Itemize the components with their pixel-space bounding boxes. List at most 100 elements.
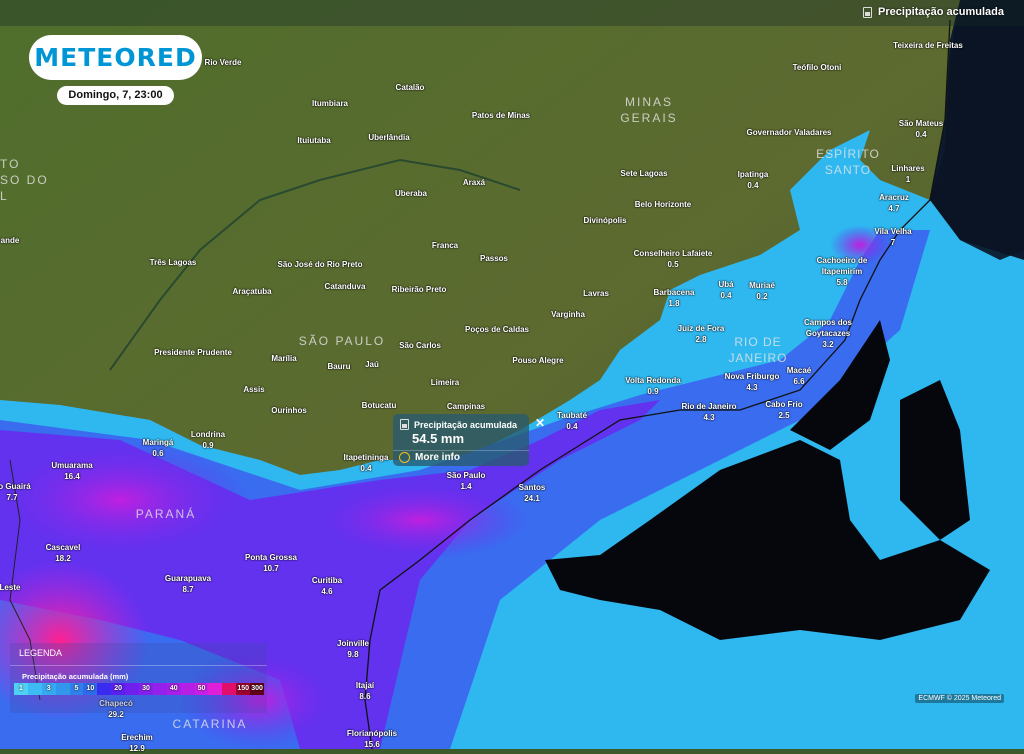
city-marker[interactable]: Limeira	[431, 377, 459, 388]
city-name: Muriaé	[749, 281, 775, 290]
city-name: Limeira	[430, 378, 460, 387]
city-marker[interactable]: Rio de Janeiro 4.3	[681, 401, 736, 423]
city-marker[interactable]: São José do Rio Preto	[278, 259, 363, 270]
city-marker[interactable]: Belo Horizonte	[635, 199, 691, 210]
city-marker[interactable]: Uberaba	[395, 188, 427, 199]
city-marker[interactable]: Erechim 12.9	[121, 732, 153, 754]
city-name: Volta Redonda	[625, 376, 681, 385]
city-marker[interactable]: Campinas	[447, 401, 485, 412]
city-marker[interactable]: Catalão	[396, 82, 425, 93]
city-marker[interactable]: Ponta Grossa 10.7	[245, 552, 297, 574]
city-marker[interactable]: Cascavel 18.2	[46, 542, 81, 564]
city-marker[interactable]: Barbacena 1.8	[654, 287, 695, 309]
city-marker[interactable]: Curitiba 4.6	[312, 575, 342, 597]
city-marker[interactable]: Sete Lagoas	[620, 168, 667, 179]
city-marker[interactable]: Presidente Prudente	[154, 347, 232, 358]
city-marker[interactable]: Nova Friburgo 4.3	[725, 371, 780, 393]
city-marker[interactable]: São Paulo 1.4	[447, 470, 486, 492]
city-name: Patos de Minas	[471, 111, 531, 120]
city-marker[interactable]: Muriaé 0.2	[749, 280, 775, 302]
city-marker[interactable]: Ituiutaba	[297, 135, 330, 146]
city-marker[interactable]: Itumbiara	[312, 98, 348, 109]
info-icon	[399, 452, 410, 463]
city-marker[interactable]: Pouso Alegre	[512, 355, 563, 366]
city-marker[interactable]: Umuarama 16.4	[51, 460, 92, 482]
city-marker[interactable]: Ubá 0.4	[718, 279, 733, 301]
city-marker[interactable]: Volta Redonda 0.9	[625, 375, 680, 397]
city-marker[interactable]: Aracruz 4.7	[879, 192, 909, 214]
city-marker[interactable]: Marília	[271, 353, 296, 364]
city-marker[interactable]: Leste	[0, 582, 20, 593]
city-name: Conselheiro Lafaiete	[633, 249, 713, 258]
dry-ocean	[790, 320, 890, 450]
city-name: Três Lagoas	[149, 258, 197, 267]
close-popup-button[interactable]: ✕	[535, 416, 546, 430]
meteored-logo[interactable]: METEORED	[29, 35, 202, 80]
city-name: Curitiba	[311, 576, 343, 585]
city-marker[interactable]: Araçatuba	[232, 286, 271, 297]
city-marker[interactable]: Macaé 6.6	[787, 365, 811, 387]
scale-step	[27, 683, 42, 695]
city-marker[interactable]: Londrina 0.9	[191, 429, 225, 451]
city-name: Assis	[243, 385, 265, 394]
city-marker[interactable]: Bauru	[327, 361, 350, 372]
city-marker[interactable]: Uberlândia	[368, 132, 409, 143]
city-marker[interactable]: Taubaté 0.4	[557, 410, 587, 432]
scale-step	[208, 683, 223, 695]
city-precip-value: 15.6	[364, 740, 380, 749]
city-marker[interactable]: do Guairá 7.7	[0, 481, 31, 503]
city-marker[interactable]: Governador Valadares	[747, 127, 832, 138]
city-marker[interactable]: ande	[1, 235, 20, 246]
city-marker[interactable]: Ipatinga 0.4	[738, 169, 769, 191]
city-name: Joinville	[336, 639, 370, 648]
city-marker[interactable]: Joinville 9.8	[337, 638, 369, 660]
city-marker[interactable]: Maringá 0.6	[143, 437, 174, 459]
city-marker[interactable]: Chapecó 29.2	[99, 698, 133, 720]
city-marker[interactable]: Botucatu	[362, 400, 397, 411]
scale-step: 1	[14, 683, 28, 695]
city-marker[interactable]: Teófilo Otoni	[793, 62, 842, 73]
city-name: Ponta Grossa	[244, 553, 298, 562]
city-marker[interactable]: Ribeirão Preto	[392, 284, 447, 295]
city-marker[interactable]: Guarapuava 8.7	[165, 573, 211, 595]
city-precip-value: 5.8	[836, 278, 848, 287]
city-marker[interactable]: Rio Verde	[205, 57, 242, 68]
city-precip-value: 1	[905, 175, 911, 184]
city-marker[interactable]: Itapetininga 0.4	[344, 452, 389, 474]
city-marker[interactable]: Patos de Minas	[472, 110, 530, 121]
city-marker[interactable]: Florianópolis 15.6	[347, 728, 397, 750]
city-marker[interactable]: Assis	[243, 384, 264, 395]
city-marker[interactable]: Varginha	[551, 309, 585, 320]
city-marker[interactable]: Catanduva	[325, 281, 366, 292]
city-marker[interactable]: Poços de Caldas	[465, 324, 529, 335]
city-precip-value: 0.9	[202, 441, 214, 450]
city-marker[interactable]: Vila Velha 7	[874, 226, 911, 248]
city-marker[interactable]: Jaú	[365, 359, 379, 370]
city-marker[interactable]: Três Lagoas	[150, 257, 197, 268]
scale-step: 300	[250, 683, 265, 695]
city-marker[interactable]: Santos 24.1	[519, 482, 546, 504]
city-name: Ribeirão Preto	[391, 285, 447, 294]
city-marker[interactable]: Cachoeiro de Itapemirim 5.8	[817, 255, 868, 288]
city-marker[interactable]: Divinópolis	[583, 215, 626, 226]
more-info-link[interactable]: More info	[399, 452, 460, 463]
forecast-date[interactable]: Domingo, 7, 23:00	[57, 86, 174, 105]
city-marker[interactable]: Araxá	[463, 177, 485, 188]
color-scale: 1 3 5 10 20 30 40 50 150 300	[14, 683, 265, 695]
city-marker[interactable]: São Carlos	[399, 340, 441, 351]
layer-selector[interactable]: Precipitação acumulada	[863, 6, 1004, 18]
city-marker[interactable]: Ourinhos	[271, 405, 307, 416]
city-marker[interactable]: Juiz de Fora 2.8	[678, 323, 725, 345]
city-marker[interactable]: Linhares 1	[891, 163, 924, 185]
city-marker[interactable]: Conselheiro Lafaiete 0.5	[634, 248, 713, 270]
city-marker[interactable]: São Mateus 0.4	[899, 118, 943, 140]
city-marker[interactable]: Campos dos Goytacazes 3.2	[804, 317, 852, 350]
city-marker[interactable]: Franca	[432, 240, 458, 251]
city-marker[interactable]: Itajaí 8.6	[356, 680, 374, 702]
city-marker[interactable]: Lavras	[583, 288, 609, 299]
city-marker[interactable]: Passos	[480, 253, 508, 264]
city-marker[interactable]: Teixeira de Freitas	[893, 40, 963, 51]
city-marker[interactable]: Cabo Frio 2.5	[765, 399, 802, 421]
